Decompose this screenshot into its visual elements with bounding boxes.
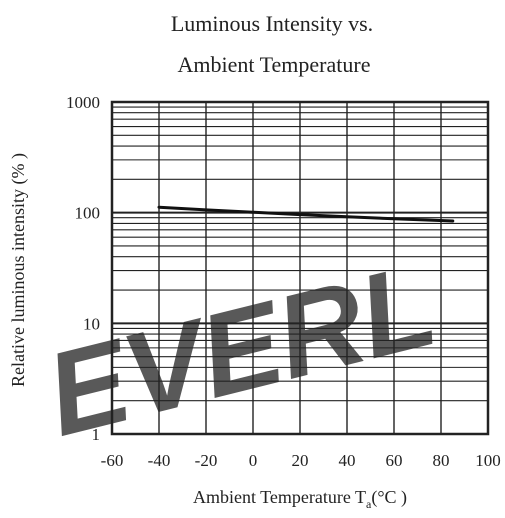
x-tick-label: 80	[433, 451, 450, 470]
series-layer	[157, 205, 455, 223]
y-tick-label: 1	[92, 425, 101, 444]
grid-layer	[110, 100, 490, 436]
x-tick-label: 20	[292, 451, 309, 470]
tick-layer: -60 -40 -20 0 20 40 60 80 100 1 10 100 1000	[66, 93, 501, 470]
x-axis-label-main: Ambient Temperature T	[193, 487, 366, 507]
x-axis-label: Ambient Temperature Ta(°C )	[193, 487, 407, 511]
chart-title-line-2: Ambient Temperature	[178, 52, 371, 77]
x-tick-label: 100	[475, 451, 501, 470]
x-tick-label: 0	[249, 451, 258, 470]
plot-frame	[110, 100, 490, 436]
chart-title-line-1: Luminous Intensity vs.	[171, 11, 373, 36]
x-tick-label: -40	[148, 451, 171, 470]
x-tick-label: -20	[195, 451, 218, 470]
y-tick-label: 1000	[66, 93, 100, 112]
y-tick-label: 100	[75, 204, 101, 223]
y-axis-label: Relative luminous intensity (% )	[8, 153, 29, 387]
x-tick-label: 40	[339, 451, 356, 470]
x-tick-label: 60	[386, 451, 403, 470]
y-tick-label: 10	[83, 314, 100, 333]
x-tick-label: -60	[101, 451, 124, 470]
x-axis-label-subscript: a	[366, 497, 372, 511]
x-axis-label-unit: (°C )	[371, 487, 407, 508]
series-line-1	[157, 205, 455, 223]
